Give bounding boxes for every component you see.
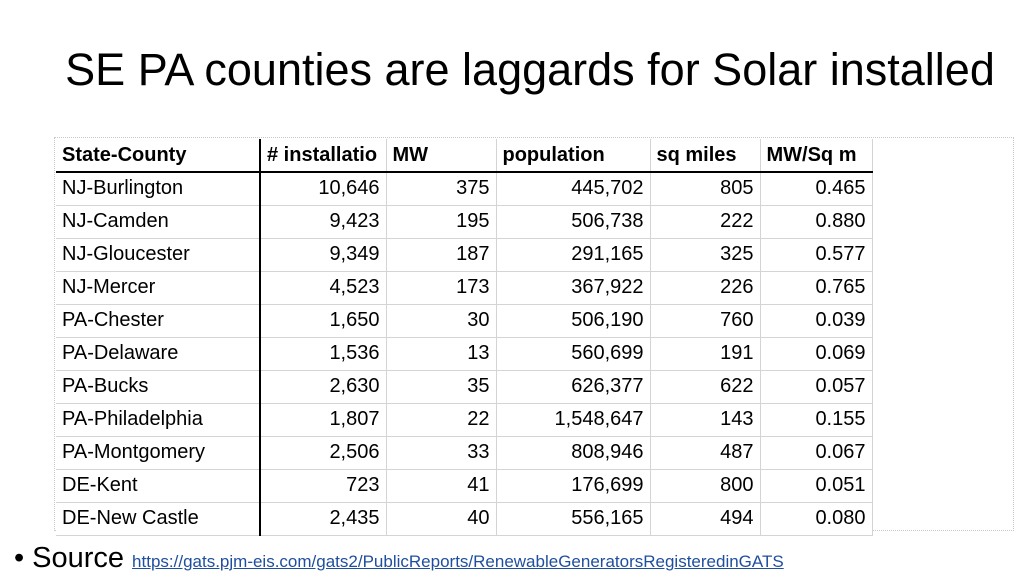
cell-state-county: NJ-Camden xyxy=(56,205,261,239)
table-row: NJ-Mercer 4,523 173 367,922 226 0.765 xyxy=(56,271,873,305)
cell-state-county: DE-Kent xyxy=(56,469,261,503)
table-body: NJ-Burlington 10,646 375 445,702 805 0.465 NJ-… xyxy=(56,172,873,536)
cell-installations: 10,646 xyxy=(260,172,387,206)
cell-mw: 13 xyxy=(386,337,497,371)
cell-installations: 2,435 xyxy=(260,502,387,536)
cell-mw: 375 xyxy=(386,172,497,206)
cell-population: 808,946 xyxy=(496,436,651,470)
table-row: NJ-Camden 9,423 195 506,738 222 0.880 xyxy=(56,205,873,239)
cell-mw-per-sq-mile: 0.080 xyxy=(760,502,873,536)
cell-population: 367,922 xyxy=(496,271,651,305)
solar-data-table: State-County # installatio MW population… xyxy=(56,139,873,536)
cell-sq-miles: 622 xyxy=(650,370,761,404)
cell-installations: 723 xyxy=(260,469,387,503)
table-row: PA-Bucks 2,630 35 626,377 622 0.057 xyxy=(56,370,873,404)
cell-population: 560,699 xyxy=(496,337,651,371)
table-row: NJ-Gloucester 9,349 187 291,165 325 0.577 xyxy=(56,238,873,272)
cell-state-county: NJ-Mercer xyxy=(56,271,261,305)
cell-mw: 40 xyxy=(386,502,497,536)
cell-sq-miles: 191 xyxy=(650,337,761,371)
cell-installations: 1,536 xyxy=(260,337,387,371)
cell-installations: 4,523 xyxy=(260,271,387,305)
cell-state-county: DE-New Castle xyxy=(56,502,261,536)
cell-mw-per-sq-mile: 0.880 xyxy=(760,205,873,239)
header-population: population xyxy=(496,139,651,173)
cell-mw-per-sq-mile: 0.465 xyxy=(760,172,873,206)
header-sq-miles: sq miles xyxy=(650,139,761,173)
cell-population: 506,190 xyxy=(496,304,651,338)
cell-mw: 33 xyxy=(386,436,497,470)
header-installations: # installatio xyxy=(260,139,387,173)
cell-mw: 187 xyxy=(386,238,497,272)
cell-state-county: PA-Delaware xyxy=(56,337,261,371)
cell-installations: 2,506 xyxy=(260,436,387,470)
cell-state-county: PA-Bucks xyxy=(56,370,261,404)
cell-sq-miles: 494 xyxy=(650,502,761,536)
table-row: NJ-Burlington 10,646 375 445,702 805 0.465 xyxy=(56,172,873,206)
cell-mw-per-sq-mile: 0.057 xyxy=(760,370,873,404)
cell-mw-per-sq-mile: 0.577 xyxy=(760,238,873,272)
cell-sq-miles: 143 xyxy=(650,403,761,437)
cell-state-county: PA-Philadelphia xyxy=(56,403,261,437)
cell-sq-miles: 226 xyxy=(650,271,761,305)
cell-population: 626,377 xyxy=(496,370,651,404)
cell-installations: 1,650 xyxy=(260,304,387,338)
cell-population: 445,702 xyxy=(496,172,651,206)
table-row: PA-Delaware 1,536 13 560,699 191 0.069 xyxy=(56,337,873,371)
cell-mw: 22 xyxy=(386,403,497,437)
cell-sq-miles: 805 xyxy=(650,172,761,206)
cell-sq-miles: 487 xyxy=(650,436,761,470)
cell-sq-miles: 760 xyxy=(650,304,761,338)
source-label: Source xyxy=(32,542,125,574)
slide-title: SE PA counties are laggards for Solar in… xyxy=(65,44,995,95)
cell-state-county: PA-Montgomery xyxy=(56,436,261,470)
cell-installations: 1,807 xyxy=(260,403,387,437)
source-link[interactable]: https://gats.pjm-eis.com/gats2/PublicRep… xyxy=(132,552,784,571)
cell-installations: 9,423 xyxy=(260,205,387,239)
table-row: PA-Chester 1,650 30 506,190 760 0.039 xyxy=(56,304,873,338)
cell-population: 176,699 xyxy=(496,469,651,503)
table-header-row: State-County # installatio MW population… xyxy=(56,139,873,173)
cell-population: 556,165 xyxy=(496,502,651,536)
table-row: DE-Kent 723 41 176,699 800 0.051 xyxy=(56,469,873,503)
cell-sq-miles: 222 xyxy=(650,205,761,239)
cell-state-county: NJ-Burlington xyxy=(56,172,261,206)
cell-state-county: NJ-Gloucester xyxy=(56,238,261,272)
cell-installations: 9,349 xyxy=(260,238,387,272)
cell-mw-per-sq-mile: 0.051 xyxy=(760,469,873,503)
table-row: PA-Philadelphia 1,807 22 1,548,647 143 0.155 xyxy=(56,403,873,437)
cell-mw-per-sq-mile: 0.067 xyxy=(760,436,873,470)
cell-mw: 35 xyxy=(386,370,497,404)
cell-population: 291,165 xyxy=(496,238,651,272)
cell-mw: 195 xyxy=(386,205,497,239)
header-mw: MW xyxy=(386,139,497,173)
header-state-county: State-County xyxy=(56,139,261,173)
cell-mw-per-sq-mile: 0.039 xyxy=(760,304,873,338)
table-row: DE-New Castle 2,435 40 556,165 494 0.080 xyxy=(56,502,873,536)
bullet-icon: • xyxy=(14,542,25,574)
cell-population: 506,738 xyxy=(496,205,651,239)
cell-mw-per-sq-mile: 0.155 xyxy=(760,403,873,437)
source-line: • Source https://gats.pjm-eis.com/gats2/Pu… xyxy=(14,542,784,575)
cell-mw-per-sq-mile: 0.765 xyxy=(760,271,873,305)
cell-population: 1,548,647 xyxy=(496,403,651,437)
cell-mw-per-sq-mile: 0.069 xyxy=(760,337,873,371)
table-row: PA-Montgomery 2,506 33 808,946 487 0.067 xyxy=(56,436,873,470)
cell-sq-miles: 325 xyxy=(650,238,761,272)
cell-state-county: PA-Chester xyxy=(56,304,261,338)
cell-installations: 2,630 xyxy=(260,370,387,404)
cell-sq-miles: 800 xyxy=(650,469,761,503)
cell-mw: 173 xyxy=(386,271,497,305)
cell-mw: 30 xyxy=(386,304,497,338)
header-mw-per-sq-mile: MW/Sq m xyxy=(760,139,873,173)
cell-mw: 41 xyxy=(386,469,497,503)
